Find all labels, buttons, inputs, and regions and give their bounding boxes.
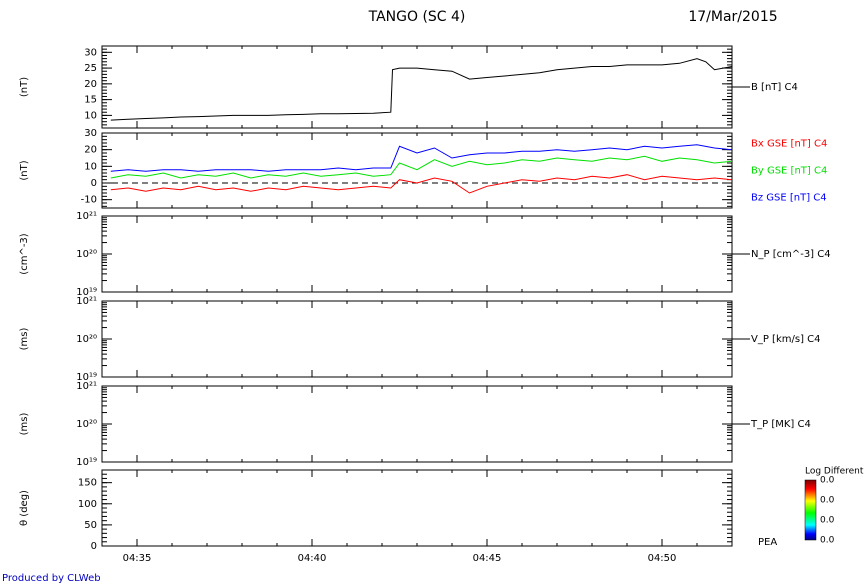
y-tick-label: 10¹⁹: [76, 287, 97, 298]
colorbar-label: 0.0: [820, 536, 835, 546]
y-tick-label: 10¹⁹: [76, 372, 97, 383]
colorbar-label: 0.0: [820, 516, 835, 526]
y-axis-label: (ms): [19, 328, 30, 351]
y-tick-label: 30: [84, 47, 97, 58]
y-tick-label: 20: [84, 145, 97, 156]
y-tick-label: 0: [91, 541, 97, 552]
legend-label: N_P [cm^-3] C4: [751, 249, 831, 260]
y-axis-label: (cm^-3): [19, 233, 30, 274]
y-tick-label: 20: [84, 79, 97, 90]
y-tick-label: 0: [91, 178, 97, 189]
chart-title: TANGO (SC 4): [368, 9, 466, 25]
y-tick-label: 10²⁰: [76, 249, 97, 260]
colorbar: [804, 479, 817, 541]
colorbar-label: 0.0: [820, 476, 835, 486]
legend-label: Bz GSE [nT] C4: [751, 193, 827, 204]
panel-frame: [101, 132, 733, 209]
legend-label: V_P [km/s] C4: [751, 334, 821, 345]
y-tick-label: 10²¹: [76, 381, 97, 392]
y-tick-label: 10: [84, 161, 97, 172]
y-tick-label: 15: [84, 95, 97, 106]
data-line: [110, 155, 733, 179]
panel-frame: [101, 300, 733, 378]
colorbar-label: 0.0: [820, 496, 835, 506]
x-tick-label: 04:35: [123, 553, 152, 564]
legend-label: B [nT] C4: [751, 82, 798, 93]
colorbar-title: Log Differenti: [805, 467, 864, 477]
y-tick-label: 10²¹: [76, 296, 97, 307]
legend-label: T_P [MK] C4: [750, 419, 811, 430]
y-tick-label: 150: [78, 478, 97, 489]
panel-frame: [101, 385, 733, 463]
footer: Produced by CLWeb: [2, 573, 101, 584]
y-tick-label: 10: [84, 110, 97, 121]
y-tick-label: 100: [78, 499, 97, 510]
y-tick-label: -10: [81, 195, 97, 206]
data-line: [110, 58, 733, 121]
legend-label: By GSE [nT] C4: [751, 166, 827, 177]
y-tick-label: 25: [84, 63, 97, 74]
data-line: [110, 144, 733, 172]
panel-name: PEA: [758, 537, 777, 548]
y-tick-label: 10²¹: [76, 211, 97, 222]
panel-frame: [101, 45, 733, 129]
y-axis-label: θ (deg): [19, 490, 30, 526]
y-axis-label: (nT): [19, 160, 30, 180]
y-axis-label: (ms): [19, 413, 30, 436]
y-tick-label: 30: [84, 128, 97, 139]
legend-label: Bx GSE [nT] C4: [751, 139, 827, 150]
y-tick-label: 10²⁰: [76, 334, 97, 345]
y-tick-label: 10¹⁹: [76, 457, 97, 468]
panel-frame: [101, 469, 733, 547]
x-tick-label: 04:45: [473, 553, 502, 564]
panel-frame: [101, 215, 733, 293]
x-tick-label: 04:40: [298, 553, 327, 564]
date: 17/Mar/2015: [688, 9, 777, 25]
y-tick-label: 50: [84, 520, 97, 531]
data-line: [110, 174, 733, 194]
y-tick-label: 10²⁰: [76, 419, 97, 430]
y-axis-label: (nT): [19, 77, 30, 97]
x-tick-label: 04:50: [648, 553, 677, 564]
